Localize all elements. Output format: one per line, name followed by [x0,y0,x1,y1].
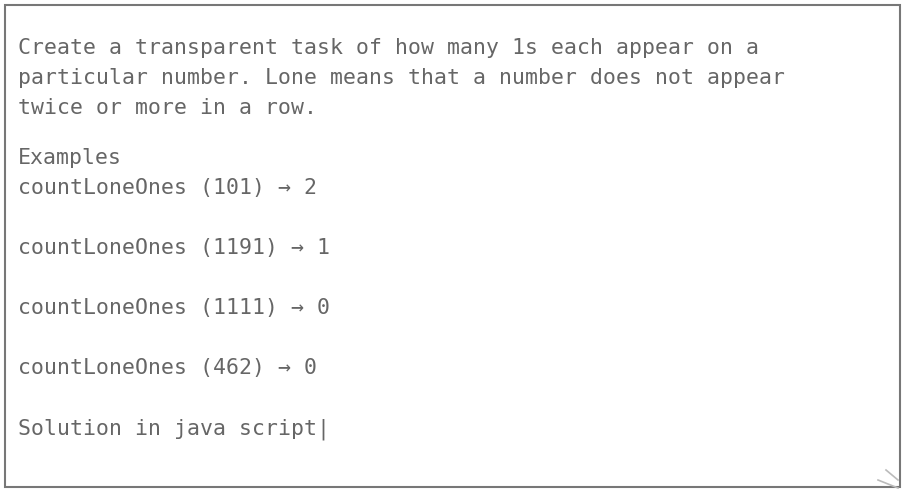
Text: countLoneOnes (1111) → 0: countLoneOnes (1111) → 0 [18,298,330,318]
Text: particular number. Lone means that a number does not appear: particular number. Lone means that a num… [18,68,785,88]
Text: countLoneOnes (1191) → 1: countLoneOnes (1191) → 1 [18,238,330,258]
Text: twice or more in a row.: twice or more in a row. [18,98,317,118]
Text: Solution in java script|: Solution in java script| [18,418,330,439]
Text: Examples: Examples [18,148,122,168]
Text: Create a transparent task of how many 1s each appear on a: Create a transparent task of how many 1s… [18,38,759,58]
Text: countLoneOnes (462) → 0: countLoneOnes (462) → 0 [18,358,317,378]
Text: countLoneOnes (101) → 2: countLoneOnes (101) → 2 [18,178,317,198]
